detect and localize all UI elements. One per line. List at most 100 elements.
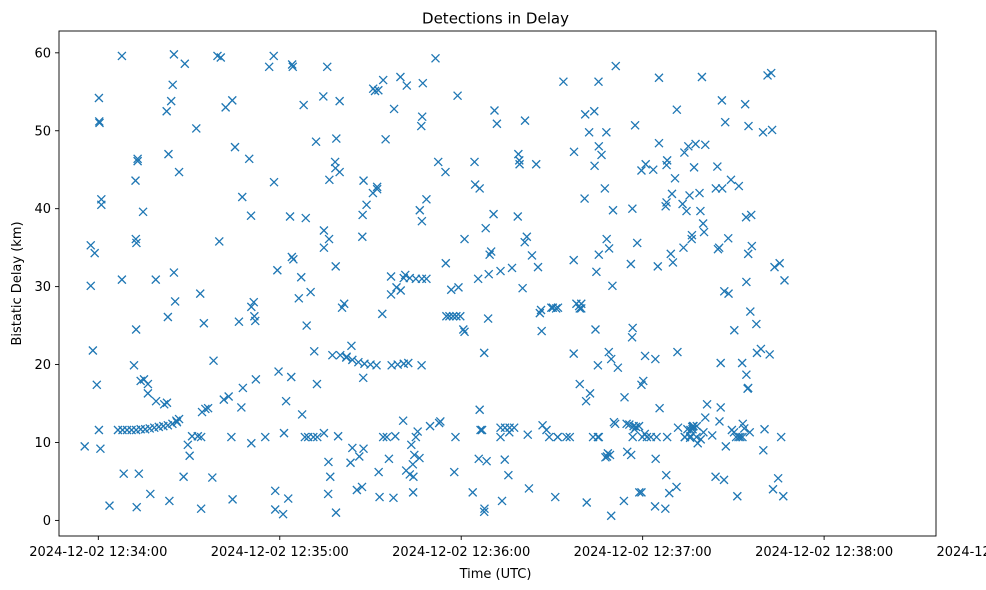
data-point bbox=[672, 482, 681, 492]
y-axis: 0 10 20 30 40 50 60 bbox=[34, 46, 59, 529]
data-point bbox=[607, 281, 617, 291]
data-point bbox=[96, 200, 106, 210]
x-tick-label: 2024-12-02 12:34:00 bbox=[29, 545, 167, 560]
y-tick-label: 0 bbox=[43, 514, 51, 529]
data-point bbox=[300, 432, 310, 442]
data-point bbox=[720, 117, 730, 127]
data-point bbox=[455, 311, 465, 321]
data-point bbox=[758, 127, 768, 137]
data-point bbox=[627, 332, 637, 342]
data-point bbox=[729, 325, 739, 335]
data-point bbox=[584, 127, 594, 137]
data-point bbox=[682, 206, 691, 216]
data-point bbox=[689, 162, 699, 172]
data-point bbox=[636, 166, 646, 175]
data-point bbox=[715, 416, 724, 426]
data-point bbox=[661, 470, 671, 480]
data-point bbox=[413, 427, 423, 437]
chart-title: Detections in Delay bbox=[422, 10, 569, 28]
data-point bbox=[650, 354, 660, 364]
data-point bbox=[448, 311, 458, 321]
data-point bbox=[237, 192, 247, 202]
data-point bbox=[483, 314, 493, 324]
data-point bbox=[655, 403, 665, 413]
data-point bbox=[196, 432, 206, 442]
data-point bbox=[496, 432, 505, 442]
data-point bbox=[417, 112, 427, 122]
data-point bbox=[707, 431, 717, 440]
data-point bbox=[662, 197, 672, 207]
data-point bbox=[535, 308, 545, 318]
data-point bbox=[605, 450, 615, 460]
data-point bbox=[306, 287, 316, 297]
data-point bbox=[687, 234, 697, 244]
data-point bbox=[169, 268, 179, 278]
data-point bbox=[500, 455, 510, 465]
data-point bbox=[169, 49, 179, 59]
data-point bbox=[224, 392, 234, 401]
data-point bbox=[86, 281, 96, 291]
data-point bbox=[767, 125, 777, 135]
data-point bbox=[286, 372, 296, 382]
data-point bbox=[203, 403, 213, 413]
data-point bbox=[372, 182, 382, 192]
data-point bbox=[94, 116, 104, 126]
data-point bbox=[183, 440, 193, 450]
data-point bbox=[580, 194, 590, 204]
data-point bbox=[594, 432, 604, 442]
data-point bbox=[591, 267, 601, 277]
data-point bbox=[626, 259, 636, 269]
data-point bbox=[302, 321, 312, 331]
data-point bbox=[341, 353, 351, 362]
data-point bbox=[179, 472, 189, 482]
data-point bbox=[311, 137, 321, 147]
data-point bbox=[207, 473, 217, 483]
data-point bbox=[691, 139, 701, 149]
data-point bbox=[699, 227, 709, 237]
data-point bbox=[406, 440, 416, 450]
data-point bbox=[226, 432, 236, 442]
data-point bbox=[296, 272, 306, 282]
data-point bbox=[594, 141, 604, 151]
x-tick-label: 2024-12-02 12:39:00 bbox=[937, 545, 986, 560]
data-point bbox=[672, 105, 682, 115]
x-axis: 2024-12-02 12:34:00 2024-12-02 12:35:00 20… bbox=[29, 536, 986, 560]
data-point bbox=[359, 444, 368, 454]
data-point bbox=[416, 121, 426, 131]
data-point bbox=[726, 175, 736, 185]
data-point bbox=[569, 147, 579, 157]
data-point bbox=[747, 241, 757, 251]
data-point bbox=[386, 289, 396, 299]
data-point bbox=[339, 299, 349, 309]
data-point bbox=[308, 432, 318, 442]
data-point bbox=[622, 419, 632, 429]
data-point bbox=[490, 106, 499, 115]
data-point bbox=[739, 423, 749, 433]
data-point bbox=[626, 450, 636, 460]
data-point bbox=[536, 305, 546, 315]
data-point bbox=[131, 238, 141, 248]
data-point bbox=[687, 230, 697, 240]
data-point bbox=[550, 492, 560, 502]
data-point bbox=[312, 379, 322, 389]
data-point bbox=[613, 363, 623, 373]
data-point bbox=[717, 183, 727, 193]
data-point bbox=[558, 77, 568, 87]
data-point bbox=[145, 489, 155, 499]
data-point bbox=[520, 116, 530, 126]
data-point bbox=[667, 189, 677, 199]
data-point bbox=[352, 485, 362, 495]
data-point bbox=[731, 432, 741, 442]
data-point bbox=[117, 275, 127, 285]
data-point bbox=[270, 486, 280, 496]
data-point bbox=[86, 240, 96, 250]
data-point bbox=[743, 249, 753, 259]
plot-area bbox=[58, 30, 937, 537]
data-point bbox=[395, 72, 405, 82]
data-point bbox=[143, 388, 153, 398]
data-point bbox=[766, 68, 776, 78]
data-point bbox=[741, 370, 751, 380]
data-point bbox=[496, 266, 505, 276]
data-point bbox=[318, 92, 328, 101]
data-point bbox=[287, 60, 297, 69]
